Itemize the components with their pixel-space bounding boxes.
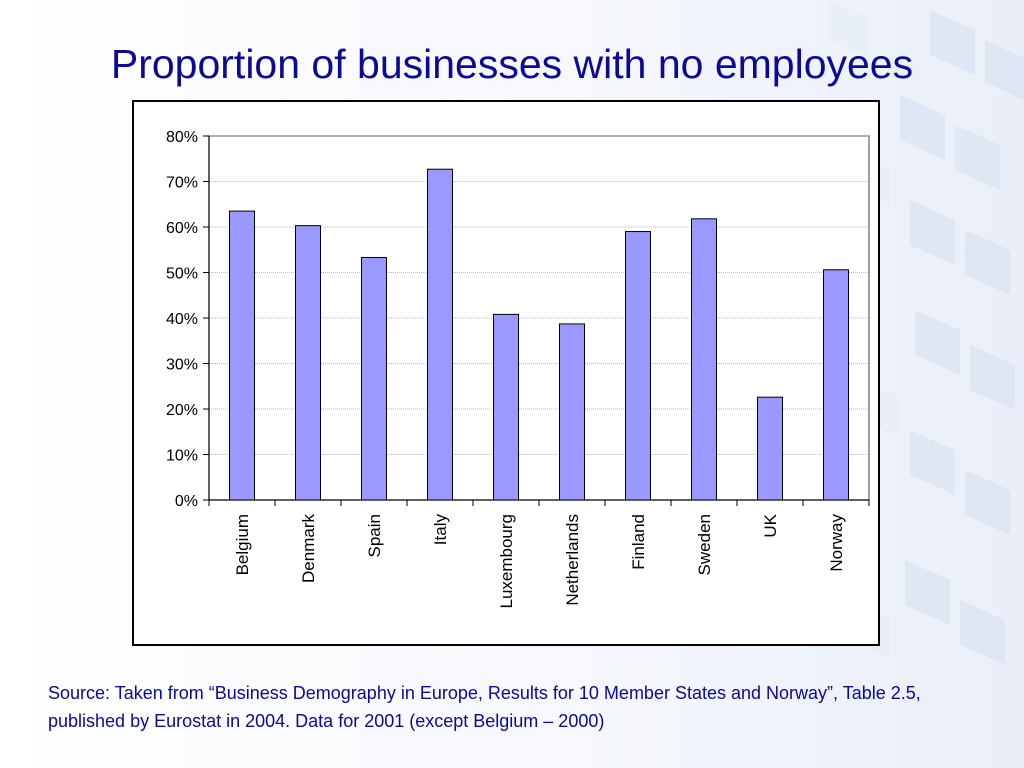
y-tick-label: 10% [166,448,198,465]
x-tick-label: Sweden [695,514,714,575]
bar-belgium [229,210,255,501]
y-tick-label: 20% [166,402,198,419]
y-tick-label: 0% [175,493,198,510]
x-tick-label: Norway [827,514,846,572]
bar-finland [625,231,651,501]
y-tick-label: 60% [166,220,198,237]
x-tick-label: Finland [629,514,648,570]
x-tick-label: Italy [431,514,450,546]
source-note: Source: Taken from “Business Demography … [48,683,921,731]
x-tick-label: Belgium [233,514,252,575]
slide-title: Proportion of businesses with no employe… [110,41,914,87]
bar-netherlands [559,323,585,501]
bar-italy [427,168,453,501]
x-tick-label: Denmark [299,514,318,583]
bar-denmark [295,225,321,501]
chart-frame: 0% 10% 20% 30% 40% 50% 60% 70% 80% Belgium Denmark… [132,100,880,646]
bar-uk [757,396,783,501]
y-tick-label: 50% [166,266,198,283]
y-tick-label: 40% [166,311,198,328]
x-tick-label: Luxembourg [497,514,516,609]
bar-spain [361,256,387,501]
x-tick-label: UK [761,513,780,537]
bar-norway [823,269,849,501]
bar-luxembourg [493,313,519,501]
x-tick-label: Netherlands [563,514,582,606]
y-tick-label: 30% [166,357,198,374]
y-tick-label: 70% [166,175,198,192]
x-tick-label: Spain [365,514,384,557]
y-tick-label: 80% [166,129,198,146]
bar-sweden [691,218,717,501]
bar-chart: 0% 10% 20% 30% 40% 50% 60% 70% 80% Belgium Denmark… [166,129,870,609]
